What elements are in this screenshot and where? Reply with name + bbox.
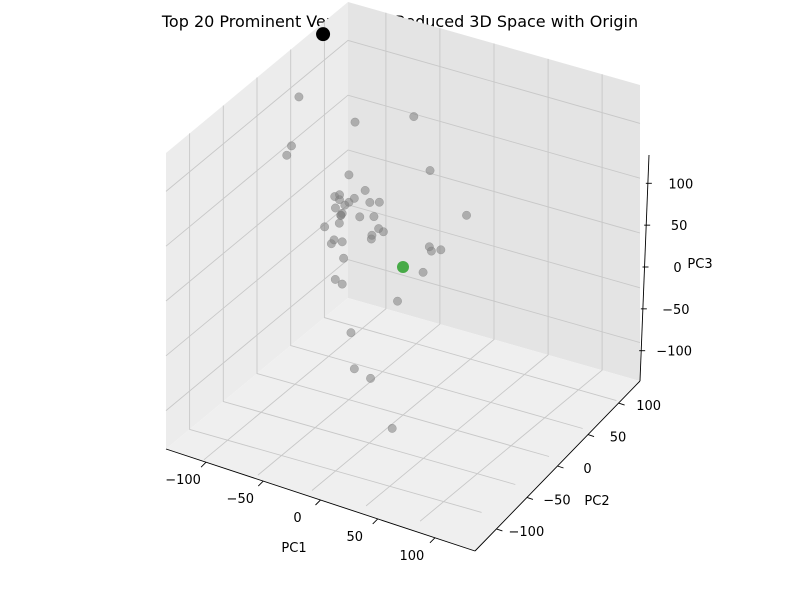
y-grid-line: [203, 12, 387, 461]
z-tick-label: 50: [671, 219, 688, 234]
y-tick-mark: [526, 497, 534, 500]
x-grid-line: [189, 133, 482, 513]
vertex-point: [374, 197, 384, 207]
vertex-point: [330, 274, 340, 284]
y-tick-mark: [496, 528, 503, 532]
y-grid-line: [311, 43, 495, 491]
vertex-point: [369, 212, 379, 222]
vertex-point: [360, 186, 370, 195]
vertex-point: [409, 112, 419, 122]
vertex-point: [374, 224, 384, 234]
vertex-point: [335, 195, 344, 205]
x-tick-label: 100: [400, 549, 425, 564]
x-tick-mark: [372, 518, 379, 525]
axis-labels: PC1 PC2 PC3: [281, 257, 712, 556]
y-grid-line: [257, 28, 441, 476]
vertex-point: [337, 237, 347, 247]
vertex-point: [355, 212, 365, 222]
x-tick-label: 0: [293, 511, 301, 526]
z-tick-label: −100: [656, 345, 692, 360]
vertex-point: [426, 246, 436, 256]
x-tick-mark: [429, 537, 436, 544]
vertex-point: [334, 218, 344, 228]
z-tick-label: 100: [668, 177, 693, 192]
x-tick-label: −50: [227, 492, 254, 507]
z-grid-line: [165, 149, 641, 302]
data-points: [282, 27, 471, 433]
vertex-point: [344, 197, 354, 207]
prominent-vertex-point: [316, 27, 331, 42]
vertex-point: [346, 328, 356, 338]
vertex-point: [349, 364, 359, 374]
x-tick-mark: [315, 499, 321, 506]
vertex-point: [387, 423, 397, 433]
vertex-point: [294, 92, 304, 102]
z-grid-line: [165, 39, 641, 192]
vertex-point: [365, 198, 375, 207]
vertex-point: [350, 117, 360, 127]
x-tick-mark: [257, 480, 264, 487]
z-axis-label: PC3: [687, 257, 712, 272]
vertex-point: [336, 211, 346, 220]
x-grid-line: [222, 105, 516, 485]
vertex-point: [425, 166, 435, 175]
x-tick-mark: [200, 461, 207, 468]
x-tick-label: 50: [346, 530, 363, 545]
z-axis-line: [639, 154, 650, 382]
x-tick-label: −100: [165, 473, 201, 488]
vertex-point: [367, 230, 377, 240]
vertex-point: [326, 239, 336, 249]
y-tick-mark: [557, 465, 564, 469]
x-axis-label: PC1: [281, 541, 306, 556]
axes-panes: [166, 2, 640, 551]
vertex-point: [282, 150, 292, 160]
y-grid-line: [365, 58, 549, 507]
vertex-point: [287, 141, 296, 151]
z-tick-label: −50: [662, 303, 689, 318]
z-grid-line: [165, 94, 641, 247]
y-tick-label: 100: [636, 399, 661, 414]
x-grid-line: [256, 77, 550, 457]
vertex-point: [393, 296, 402, 306]
origin-point: [397, 261, 409, 273]
z-tick-label: 0: [673, 261, 681, 276]
y-axis-label: PC2: [584, 494, 609, 509]
y-tick-label: −100: [509, 525, 545, 540]
vertex-point: [330, 203, 340, 213]
y-tick-mark: [618, 402, 625, 406]
vertex-point: [339, 253, 349, 263]
tick-labels: −100 −50 0 50 100 −100 −50 0 50 100 −100 −50 0 50 100: [165, 177, 693, 563]
vertex-point: [418, 267, 428, 277]
vertex-point: [366, 373, 376, 383]
y-tick-mark: [587, 434, 595, 437]
vertex-point: [320, 222, 330, 232]
y-tick-label: 50: [610, 431, 627, 446]
y-tick-label: −50: [543, 493, 570, 508]
vertex-point: [337, 279, 347, 289]
z-grid-line: [165, 259, 641, 411]
vertex-point: [344, 170, 354, 180]
y-tick-label: 0: [583, 462, 591, 477]
vertex-point: [436, 245, 446, 255]
y-grid-line: [419, 74, 603, 522]
x-grid-line: [323, 21, 617, 402]
vertex-point: [462, 210, 471, 220]
